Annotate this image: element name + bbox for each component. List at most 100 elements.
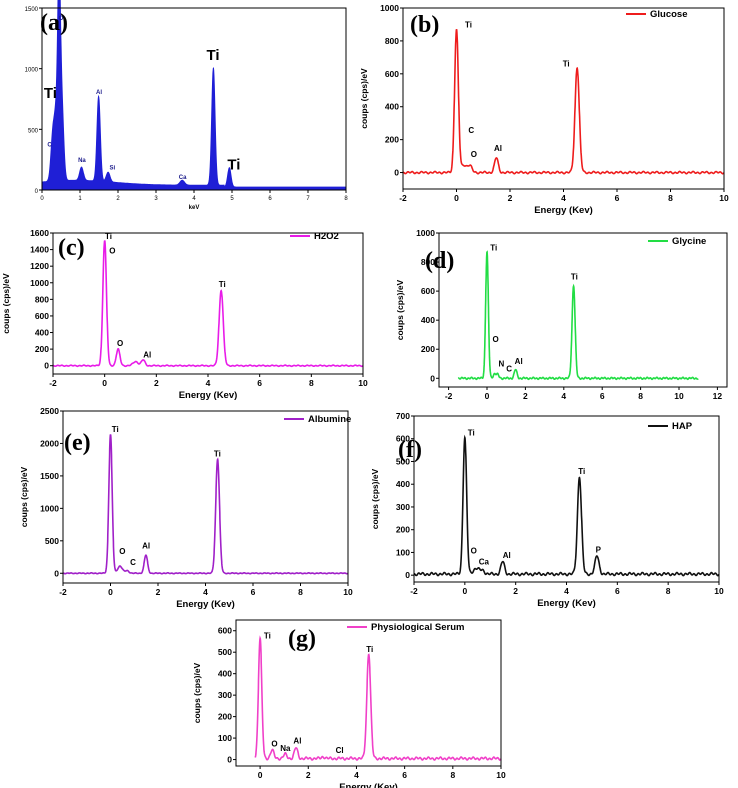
y-tick-label: 500 xyxy=(28,128,39,134)
peak-annotation: Ti xyxy=(264,631,271,640)
x-tick-label: 2 xyxy=(306,770,311,780)
y-tick-label: 500 xyxy=(218,647,232,657)
y-tick-label: 0 xyxy=(44,361,49,371)
x-tick-label: 2 xyxy=(116,196,120,202)
x-axis-label: Energy (Kev) xyxy=(534,205,593,216)
peak-annotation: Ti xyxy=(105,232,112,241)
y-tick-label: 600 xyxy=(396,434,410,444)
axes-frame xyxy=(402,7,725,190)
x-tick-label: 4 xyxy=(203,587,208,597)
panel-a-chart: 0 1 2 3 4 5 6 7 8 0 500 1000 1500 keV Ti O C Al Na Si Ca Ti Ti… xyxy=(25,0,348,211)
peak-annotation: Ti xyxy=(206,47,219,64)
y-axis-label: coups (cps)/eV xyxy=(19,466,29,527)
y-axis-label: coups (cps)/eV xyxy=(359,68,369,129)
y-tick-label: 400 xyxy=(421,315,435,325)
y-axis-label: coups (cps)/eV xyxy=(192,662,202,723)
y-axis-label: coups (cps)/eV xyxy=(395,279,405,340)
x-tick-label: 4 xyxy=(354,770,359,780)
y-tick-label: 600 xyxy=(421,286,435,296)
x-tick-label: 8 xyxy=(309,378,314,388)
peak-annotation: Ca xyxy=(179,175,187,181)
x-tick-label: 6 xyxy=(257,378,262,388)
y-tick-label: 1000 xyxy=(25,68,39,74)
y-tick-label: 0 xyxy=(430,373,435,383)
peak-annotation: Al xyxy=(503,551,511,560)
y-tick-label: 500 xyxy=(45,536,59,546)
x-tick-label: 0 xyxy=(102,378,107,388)
x-tick-label: 0 xyxy=(485,391,490,401)
x-tick-label: 0 xyxy=(40,196,44,202)
y-tick-label: 500 xyxy=(396,456,410,466)
y-axis-label: coups (cps)/eV xyxy=(370,468,380,529)
peak-annotation: Na xyxy=(280,744,291,753)
y-tick-label: 0 xyxy=(54,568,59,578)
x-tick-label: 7 xyxy=(306,196,310,202)
x-tick-label: 6 xyxy=(600,391,605,401)
y-tick-label: 1200 xyxy=(30,261,49,271)
x-axis-label: Energy (Kev) xyxy=(179,390,238,401)
axes-frame xyxy=(62,410,349,584)
x-tick-label: 5 xyxy=(230,196,234,202)
y-tick-label: 200 xyxy=(35,344,49,354)
panel-label: (d) xyxy=(425,248,454,274)
y-tick-label: 200 xyxy=(421,344,435,354)
legend: Physiological Serum xyxy=(347,622,464,633)
y-tick-label: 0 xyxy=(394,168,399,178)
x-tick-label: 2 xyxy=(154,378,159,388)
y-tick-label: 200 xyxy=(385,135,399,145)
x-axis-label: keV xyxy=(189,205,200,211)
legend-label: Glycine xyxy=(672,236,706,247)
legend: H2O2 xyxy=(290,231,339,242)
peak-annotation: Ti xyxy=(214,449,221,458)
peak-annotation: P xyxy=(596,545,602,554)
spectrum-area xyxy=(41,0,347,191)
peak-annotation: Na xyxy=(78,158,86,164)
peak-annotation: O xyxy=(119,547,125,556)
peak-annotation: Ti xyxy=(578,467,585,476)
x-tick-label: 6 xyxy=(615,193,620,203)
y-tick-label: 200 xyxy=(218,712,232,722)
y-tick-label: 800 xyxy=(385,36,399,46)
legend-label: Albumine xyxy=(308,414,351,425)
legend-label: Physiological Serum xyxy=(371,622,464,633)
legend: HAP xyxy=(648,421,693,432)
x-tick-label: 6 xyxy=(251,587,256,597)
legend: Albumine xyxy=(284,414,351,425)
y-tick-label: 1500 xyxy=(40,471,59,481)
legend-label: Glucose xyxy=(650,9,688,20)
peak-annotation: C xyxy=(130,558,136,567)
peak-annotation: Al xyxy=(293,736,301,745)
x-axis-label: Energy (Kev) xyxy=(176,599,235,610)
x-tick-label: 4 xyxy=(561,193,566,203)
x-tick-label: 0 xyxy=(454,193,459,203)
peak-annotation: O xyxy=(493,335,499,344)
peak-annotation: Ti xyxy=(468,428,475,437)
x-tick-label: 2 xyxy=(523,391,528,401)
legend: Glucose xyxy=(626,9,688,20)
peak-annotation: O xyxy=(117,339,123,348)
x-tick-label: 10 xyxy=(496,770,506,780)
x-tick-label: 1 xyxy=(78,196,82,202)
x-tick-label: 4 xyxy=(206,378,211,388)
x-tick-label: -2 xyxy=(49,378,57,388)
x-tick-label: 2 xyxy=(156,587,161,597)
x-tick-label: 10 xyxy=(343,587,353,597)
y-axis-label: coups (cps)/eV xyxy=(1,273,11,334)
y-tick-label: 700 xyxy=(396,411,410,421)
y-tick-label: 400 xyxy=(396,479,410,489)
peak-annotation: Ti xyxy=(219,280,226,289)
x-tick-label: 10 xyxy=(719,193,729,203)
x-tick-label: 0 xyxy=(258,770,263,780)
y-tick-label: 0 xyxy=(35,189,39,195)
x-tick-label: -2 xyxy=(445,391,453,401)
panel-d-chart: -2 0 2 4 6 8 10 12 0 200 400 600 800 1000 coups (cps)/… xyxy=(395,228,728,401)
y-tick-label: 100 xyxy=(396,547,410,557)
peak-annotation: Al xyxy=(96,90,102,96)
y-tick-label: 400 xyxy=(35,328,49,338)
y-tick-label: 1000 xyxy=(40,503,59,513)
x-tick-label: -2 xyxy=(59,587,67,597)
legend-label: H2O2 xyxy=(314,231,339,242)
y-tick-label: 400 xyxy=(218,669,232,679)
